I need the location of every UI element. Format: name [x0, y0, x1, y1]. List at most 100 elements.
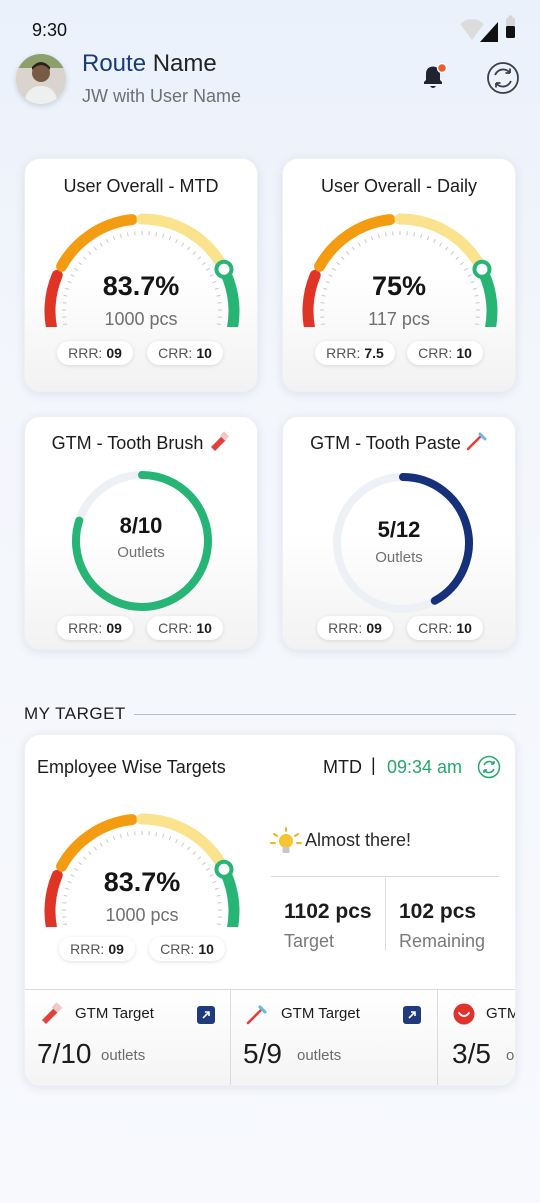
gauge-value: 83.7% [102, 271, 180, 301]
gauge-tick [439, 242, 443, 247]
gauge-tick [99, 842, 103, 847]
gauge-tick [216, 923, 221, 926]
gtm-tile[interactable]: GTM Target 5/9 outlets [231, 990, 438, 1085]
card-title: User Overall - MTD [63, 176, 219, 196]
gtm-tile[interactable]: GTM Target 7/10 outlets [25, 990, 231, 1085]
rrr-pill: RRR: 09 [59, 937, 135, 961]
ring-progress [71, 471, 212, 611]
signal-icon [480, 22, 498, 42]
gauge-tick [377, 233, 380, 238]
gauge-knob [214, 859, 234, 879]
gauge-tick [216, 894, 221, 897]
gauge-tick [384, 232, 387, 237]
gauge-tick [63, 923, 68, 926]
gauge-tick [162, 233, 165, 238]
gauge-tick [328, 274, 333, 277]
crr-pill: CRR: 10 [147, 616, 223, 640]
gauge-tick [455, 256, 460, 260]
gauge-segment-yellow [136, 213, 227, 269]
gauge-tick [82, 856, 87, 860]
route-title-accent: Route [82, 50, 147, 77]
gauge-tick [175, 239, 178, 244]
gtm-tiles-row: GTM Target 7/10 outlets GTM Target 5/9 o… [25, 989, 516, 1085]
gauge-tick [209, 274, 214, 277]
gauge-tick [63, 294, 68, 297]
tile-name: GTM Target [281, 1005, 360, 1022]
gauge-tick [212, 280, 217, 284]
tile-value: 7/10 [37, 1038, 92, 1069]
card-title: GTM - Tooth Paste [283, 431, 515, 454]
gauge-segment-orange [314, 214, 396, 272]
gauge-tick [464, 267, 468, 271]
user-overall-daily-card[interactable]: User Overall - Daily 75% 117 pcs RRR: 7.5… [282, 158, 516, 392]
gauge-tick [206, 867, 210, 871]
rrr-pill: RRR: 09 [57, 616, 133, 640]
gauge-tick [181, 242, 185, 247]
rrr-value: 09 [366, 620, 382, 636]
gauge-tick [201, 861, 206, 866]
crr-label: CRR: [158, 345, 193, 361]
period-label[interactable]: MTD [323, 757, 362, 777]
crr-value: 10 [196, 620, 212, 636]
rrr-value: 09 [108, 941, 124, 957]
rrr-label: RRR: [70, 941, 105, 957]
gauge-tick [192, 251, 196, 255]
gauge-tick [162, 833, 165, 838]
gauge-tick [70, 274, 75, 277]
gauge-tick [106, 839, 109, 844]
rrr-label: RRR: [68, 345, 103, 361]
remaining-value: 102 pcs [399, 900, 477, 923]
gauge-tick [74, 867, 78, 871]
gtm-toothbrush-card[interactable]: GTM - Tooth Brush 8/10 Outlets RRR: 09 CR… [24, 416, 258, 650]
gauge-subvalue: 117 pcs [368, 309, 430, 329]
employee-targets-title: Employee Wise Targets [37, 757, 226, 777]
open-external-icon[interactable] [403, 1006, 421, 1024]
gauge-tick [474, 323, 479, 326]
open-external-icon[interactable] [197, 1006, 215, 1024]
route-title: Route Name [82, 50, 217, 78]
header: Route Name JW with User Name [0, 44, 540, 124]
refresh-time-icon[interactable] [477, 755, 501, 779]
refresh-icon[interactable] [485, 60, 521, 96]
tile-value: 5/9 [243, 1038, 282, 1069]
crr-value: 10 [198, 941, 214, 957]
gauge-tick [63, 323, 68, 326]
card-title: GTM - Tooth Brush [25, 431, 257, 454]
gauge-tick [93, 246, 97, 251]
section-label-my-target: MY TARGET [24, 704, 126, 723]
card-title-text: GTM - Tooth Paste [310, 433, 461, 453]
gauge-tick [67, 280, 72, 284]
rrr-label: RRR: [326, 345, 361, 361]
gauge-tick [346, 251, 350, 255]
user-overall-mtd-card[interactable]: User Overall - MTD 83.7% 1000 pcs RRR: 09… [24, 158, 258, 392]
section-divider [134, 714, 516, 715]
gauge-tick [321, 323, 326, 326]
tile-unit: outlets [101, 1047, 146, 1064]
gauge [44, 213, 240, 327]
crr-pill: CRR: 10 [147, 341, 223, 365]
gauge-tick [112, 836, 116, 841]
gauge-tick [67, 880, 72, 884]
tile-name: GTM [486, 1005, 516, 1022]
gauge-subvalue: 1000 pcs [104, 309, 178, 329]
smiley-icon [453, 1003, 475, 1025]
gauge-tick [216, 323, 221, 326]
rrr-value: 09 [106, 620, 122, 636]
gauge-tick [470, 280, 475, 284]
toothpaste-icon [466, 432, 487, 451]
gauge-tick [197, 256, 202, 260]
gtm-tile[interactable]: GTM 3/5 outlets [438, 990, 516, 1085]
notification-bell-icon[interactable] [416, 60, 450, 94]
gauge-tick [370, 236, 374, 241]
ring-subvalue: Outlets [375, 549, 423, 566]
target-value: 1102 pcs [284, 900, 372, 923]
gauge-tick [155, 232, 158, 237]
gtm-toothpaste-card[interactable]: GTM - Tooth Paste 5/12 Outlets RRR: 09 CR… [282, 416, 516, 650]
ring-progress [399, 473, 473, 605]
gauge-tick [88, 851, 92, 855]
stats-divider [271, 876, 499, 877]
avatar[interactable] [16, 54, 66, 104]
tile-name: GTM Target [75, 1005, 154, 1022]
progress-ring [71, 471, 212, 611]
gauge-tick [93, 846, 97, 851]
